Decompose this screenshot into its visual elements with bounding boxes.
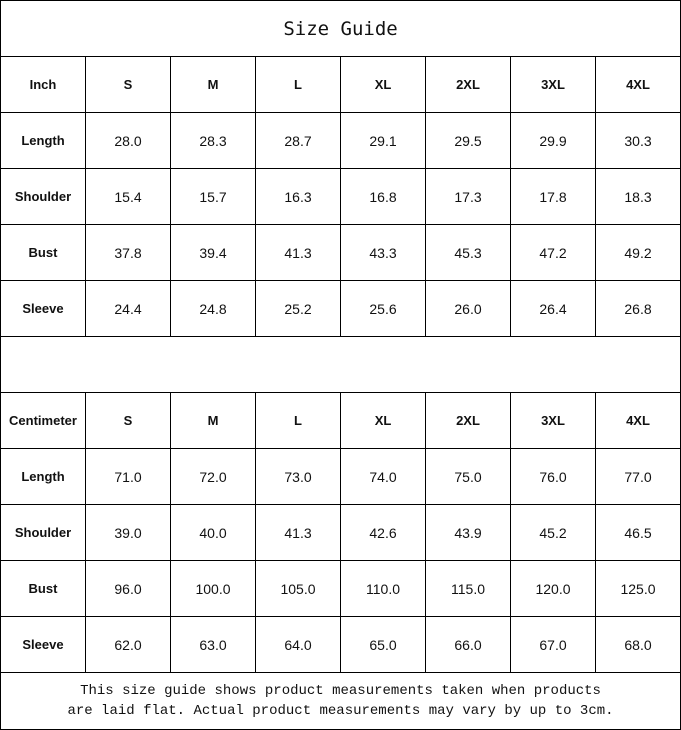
measurement-value: 26.4	[510, 280, 596, 337]
measurement-label: Length	[0, 448, 86, 505]
table-row: Length 28.0 28.3 28.7 29.1 29.5 29.9 30.3	[0, 112, 681, 169]
measurement-value: 24.8	[170, 280, 256, 337]
measurement-value: 65.0	[340, 616, 426, 673]
measurement-value: 125.0	[594, 560, 681, 617]
header-row-inch: Inch S M L XL 2XL 3XL 4XL	[0, 56, 681, 113]
measurement-value: 105.0	[255, 560, 341, 617]
measurement-value: 115.0	[425, 560, 511, 617]
measurement-value: 43.3	[340, 224, 426, 281]
table-row: Bust 96.0 100.0 105.0 110.0 115.0 120.0 125.0	[0, 560, 681, 617]
measurement-value: 29.1	[340, 112, 426, 169]
measurement-value: 72.0	[170, 448, 256, 505]
measurement-value: 25.2	[255, 280, 341, 337]
measurement-value: 17.3	[425, 168, 511, 225]
measurement-value: 16.8	[340, 168, 426, 225]
measurement-value: 63.0	[170, 616, 256, 673]
measurement-value: 42.6	[340, 504, 426, 561]
measurement-value: 26.8	[594, 280, 681, 337]
size-header: XL	[340, 56, 426, 113]
table-row: Bust 37.8 39.4 41.3 43.3 45.3 47.2 49.2	[0, 224, 681, 281]
measurement-label: Sleeve	[0, 280, 86, 337]
table-row: Shoulder 39.0 40.0 41.3 42.6 43.9 45.2 46.5	[0, 504, 681, 561]
table-row: Sleeve 24.4 24.8 25.2 25.6 26.0 26.4 26.8	[0, 280, 681, 337]
measurement-label: Shoulder	[0, 504, 86, 561]
measurement-value: 28.7	[255, 112, 341, 169]
measurement-value: 64.0	[255, 616, 341, 673]
measurement-value: 73.0	[255, 448, 341, 505]
measurement-value: 62.0	[85, 616, 171, 673]
measurement-value: 15.4	[85, 168, 171, 225]
spacer-row	[0, 336, 681, 393]
measurement-label: Shoulder	[0, 168, 86, 225]
measurement-value: 120.0	[510, 560, 596, 617]
table-row: Sleeve 62.0 63.0 64.0 65.0 66.0 67.0 68.0	[0, 616, 681, 673]
measurement-value: 18.3	[594, 168, 681, 225]
table-row: Length 71.0 72.0 73.0 74.0 75.0 76.0 77.0	[0, 448, 681, 505]
footnote: This size guide shows product measuremen…	[0, 672, 681, 730]
size-header: 3XL	[510, 56, 596, 113]
size-header: L	[255, 392, 341, 449]
measurement-value: 26.0	[425, 280, 511, 337]
measurement-value: 40.0	[170, 504, 256, 561]
measurement-value: 76.0	[510, 448, 596, 505]
size-header: XL	[340, 392, 426, 449]
measurement-value: 110.0	[340, 560, 426, 617]
size-header: M	[170, 56, 256, 113]
table-row: Shoulder 15.4 15.7 16.3 16.8 17.3 17.8 18.3	[0, 168, 681, 225]
measurement-label: Length	[0, 112, 86, 169]
title-row: Size Guide	[0, 0, 681, 57]
measurement-value: 71.0	[85, 448, 171, 505]
measurement-value: 41.3	[255, 224, 341, 281]
measurement-value: 45.3	[425, 224, 511, 281]
size-header: S	[85, 56, 171, 113]
measurement-value: 17.8	[510, 168, 596, 225]
size-header: 3XL	[510, 392, 596, 449]
measurement-value: 37.8	[85, 224, 171, 281]
measurement-value: 41.3	[255, 504, 341, 561]
measurement-value: 30.3	[594, 112, 681, 169]
header-row-centimeter: Centimeter S M L XL 2XL 3XL 4XL	[0, 392, 681, 449]
measurement-value: 66.0	[425, 616, 511, 673]
spacer-cell	[0, 336, 681, 393]
measurement-value: 77.0	[594, 448, 681, 505]
footnote-line-2: are laid flat. Actual product measuremen…	[67, 703, 614, 719]
measurement-value: 29.5	[425, 112, 511, 169]
measurement-label: Bust	[0, 224, 86, 281]
measurement-label: Bust	[0, 560, 86, 617]
measurement-value: 39.4	[170, 224, 256, 281]
footnote-line-1: This size guide shows product measuremen…	[80, 683, 601, 699]
size-header: 4XL	[594, 392, 681, 449]
measurement-value: 28.0	[85, 112, 171, 169]
unit-header: Inch	[0, 56, 86, 113]
measurement-value: 75.0	[425, 448, 511, 505]
measurement-value: 68.0	[594, 616, 681, 673]
size-header: 2XL	[425, 392, 511, 449]
measurement-value: 29.9	[510, 112, 596, 169]
measurement-label: Sleeve	[0, 616, 86, 673]
size-header: L	[255, 56, 341, 113]
measurement-value: 47.2	[510, 224, 596, 281]
measurement-value: 39.0	[85, 504, 171, 561]
page-title: Size Guide	[0, 0, 681, 57]
size-header: 2XL	[425, 56, 511, 113]
measurement-value: 46.5	[594, 504, 681, 561]
measurement-value: 28.3	[170, 112, 256, 169]
measurement-value: 96.0	[85, 560, 171, 617]
measurement-value: 74.0	[340, 448, 426, 505]
measurement-value: 24.4	[85, 280, 171, 337]
measurement-value: 67.0	[510, 616, 596, 673]
measurement-value: 45.2	[510, 504, 596, 561]
unit-header: Centimeter	[0, 392, 86, 449]
measurement-value: 25.6	[340, 280, 426, 337]
size-header: M	[170, 392, 256, 449]
measurement-value: 49.2	[594, 224, 681, 281]
measurement-value: 15.7	[170, 168, 256, 225]
measurement-value: 16.3	[255, 168, 341, 225]
measurement-value: 43.9	[425, 504, 511, 561]
size-header: S	[85, 392, 171, 449]
note-row: This size guide shows product measuremen…	[0, 672, 681, 730]
size-header: 4XL	[594, 56, 681, 113]
measurement-value: 100.0	[170, 560, 256, 617]
